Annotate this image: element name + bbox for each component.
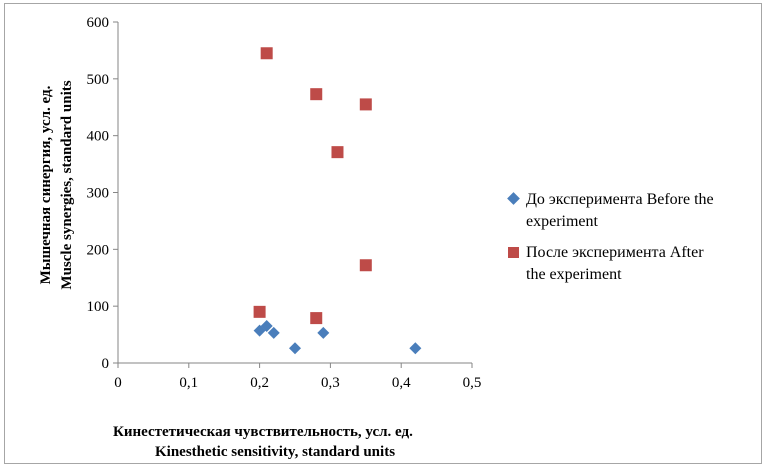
legend-label-after-line-2: the experiment [526,266,622,283]
y-tick-label: 500 [87,72,110,88]
before-data-point [317,326,330,339]
before-data-point [260,320,273,333]
after-data-point [260,47,273,60]
scatter-chart: 0 100 200 300 400 500 600 0 0,1 0,2 0,3 0,4 0,5 Мыш… [38,15,481,460]
after-data-point [310,88,323,101]
y-tick-label: 300 [87,186,110,202]
y-tick-label: 600 [87,15,110,31]
y-tick-label: 0 [102,356,110,372]
before-data-point [409,342,422,355]
y-axis-title-line-1: Мышечная синергия, усл. ед. [38,85,54,284]
after-data-point [359,98,372,111]
x-tick-label: 0,4 [392,375,411,391]
x-tick-label: 0,1 [179,375,198,391]
x-tick-label: 0,2 [250,375,269,391]
legend-label-after-line-1: После эксперимента After [526,244,704,261]
x-axis-ticks: 0 0,1 0,2 0,3 0,4 0,5 [114,363,481,391]
square-marker-icon [508,247,519,258]
legend-label-before-line-1: До эксперимента Before the [526,191,714,208]
legend-entry-before: До эксперимента Before the experiment [507,189,763,233]
y-tick-label: 100 [87,299,110,315]
data-points [253,47,422,355]
diamond-marker-icon [507,192,520,205]
legend-label-before-line-2: experiment [526,213,598,230]
chart-frame: 0 100 200 300 400 500 600 0 0,1 0,2 0,3 0,4 0,5 Мыш… [4,3,762,464]
x-tick-label: 0,5 [463,375,482,391]
after-data-point [359,259,372,272]
y-axis-ticks: 0 100 200 300 400 500 600 [87,15,118,372]
x-tick-label: 0 [114,375,122,391]
y-tick-label: 400 [87,129,110,145]
after-data-point [310,312,323,325]
y-tick-label: 200 [87,242,110,258]
after-data-point [331,146,344,159]
before-data-point [289,342,301,355]
x-axis-title-line-1: Кинестетическая чувствительность, усл. е… [113,424,413,440]
before-data-point [267,326,280,339]
legend: До эксперимента Before the experiment По… [507,189,763,295]
y-axis-title-line-2: Muscle synergies, standard units [59,80,75,289]
after-data-point [253,305,266,318]
x-tick-label: 0,3 [321,375,340,391]
legend-entry-after: После эксперимента After the experiment [508,242,763,286]
x-axis-title-line-2: Kinesthetic sensitivity, standard units [155,444,395,460]
